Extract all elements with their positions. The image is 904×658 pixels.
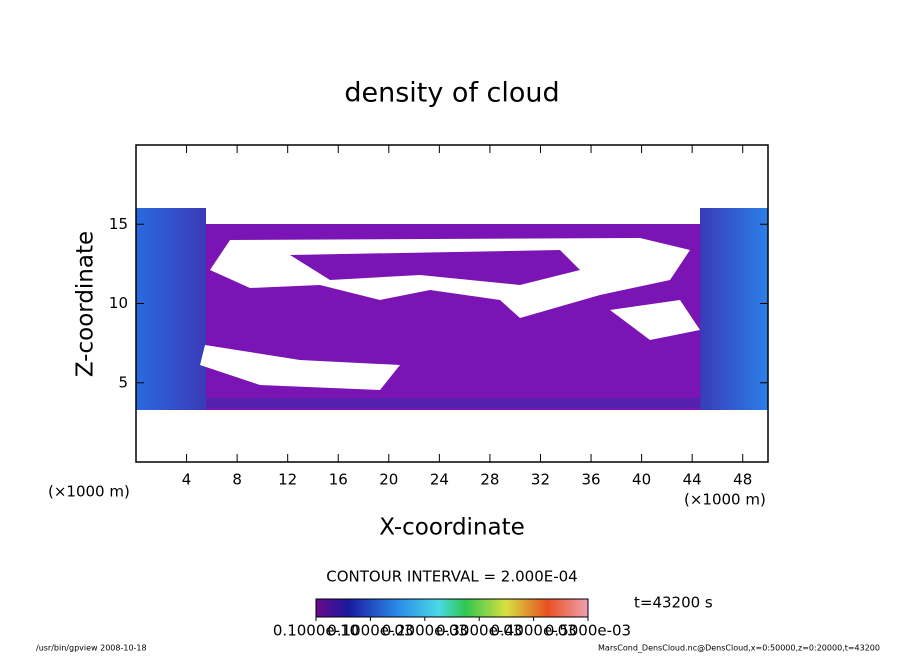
- contour-interval: CONTOUR INTERVAL = 2.000E-04: [326, 568, 577, 586]
- x-tick-label: 44: [683, 471, 702, 489]
- colorbar-tick-label: 0.5000e-03: [545, 622, 631, 640]
- x-unit-label: (×1000 m): [48, 483, 130, 501]
- chart-title: density of cloud: [344, 78, 559, 109]
- x-tick-label: 32: [531, 471, 550, 489]
- time-label: t=43200 s: [634, 594, 713, 612]
- x-tick-label: 48: [733, 471, 752, 489]
- colorbar-tick-label: 0.2000e-03: [382, 622, 468, 640]
- colorbar-tick-label: 0.1000e-03: [327, 622, 413, 640]
- y-tick-label: 10: [109, 294, 128, 312]
- x-tick-label: 20: [379, 471, 398, 489]
- x-tick-label: 28: [480, 471, 499, 489]
- colorbar-tick-label: 0.1000e-10: [273, 622, 359, 640]
- y-tick-label: 5: [118, 373, 128, 391]
- footer-right: MarsCond_DensCloud.nc@DensCloud,x=0:5000…: [598, 644, 880, 653]
- cloud-field: [136, 208, 768, 410]
- x-tick-label: 16: [329, 471, 348, 489]
- x-tick-label: 12: [278, 471, 297, 489]
- x-tick-label: 24: [430, 471, 449, 489]
- colorbar: [315, 598, 589, 618]
- x-tick-label: 4: [182, 471, 192, 489]
- x-tick-label: 40: [632, 471, 651, 489]
- colorbar-tick-label: 0.3000e-03: [436, 622, 522, 640]
- x-tick-label: 36: [581, 471, 600, 489]
- x-unit-label: (×1000 m): [684, 491, 766, 509]
- y-tick-label: 15: [109, 215, 128, 233]
- colorbar-tick-label: 0.4000e-03: [490, 622, 576, 640]
- x-axis-label: X-coordinate: [379, 515, 525, 541]
- footer-left: /usr/bin/gpview 2008-10-18: [36, 644, 147, 653]
- x-tick-label: 8: [232, 471, 242, 489]
- y-axis-label: Z-coordinate: [73, 231, 99, 377]
